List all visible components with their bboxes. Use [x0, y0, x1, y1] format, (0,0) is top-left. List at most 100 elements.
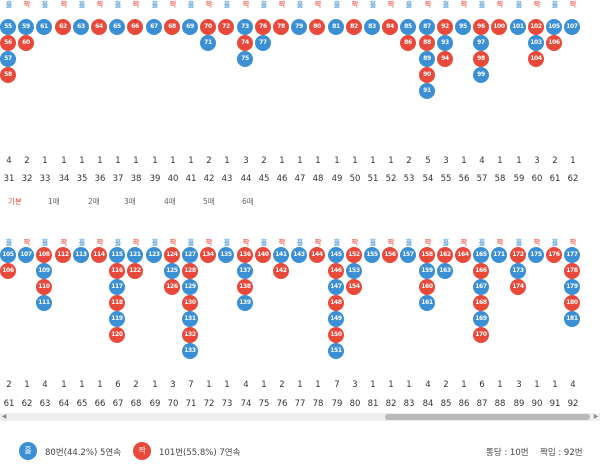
column-22: 홀 85 86 2 53 — [400, 0, 418, 225]
round-number: 64 — [58, 399, 70, 409]
round-number: 50 — [349, 174, 361, 184]
number-ball: 113 — [73, 247, 89, 263]
number-ball: 57 — [0, 51, 16, 67]
number-ball: 83 — [364, 19, 380, 35]
column-6: 홀 115 116 117 118 119 120 6 67 — [109, 238, 127, 465]
column-header: 짝 — [424, 238, 432, 247]
column-27: 짝 100 1 58 — [491, 0, 509, 225]
number-ball: 135 — [218, 247, 234, 263]
streak-count: 1 — [388, 156, 394, 166]
round-number: 48 — [312, 174, 324, 184]
column-14: 홀 76 77 2 45 — [255, 0, 273, 225]
streak-count: 1 — [170, 156, 176, 166]
round-number: 41 — [185, 174, 197, 184]
column-22: 홀 157 1 83 — [400, 238, 418, 465]
number-ball: 164 — [455, 247, 471, 263]
round-number: 78 — [312, 399, 324, 409]
streak-count: 1 — [152, 156, 158, 166]
streak-count: 2 — [206, 156, 212, 166]
streak-count: 1 — [188, 156, 194, 166]
round-number: 39 — [149, 174, 161, 184]
column-header: 짝 — [60, 0, 68, 9]
column-header: 홀 — [405, 238, 413, 247]
column-header: 홀 — [369, 0, 377, 9]
streak-count: 1 — [388, 380, 394, 390]
column-header: 홀 — [478, 238, 486, 247]
tab-4[interactable]: 4매 — [164, 197, 176, 206]
round-number: 35 — [76, 174, 88, 184]
column-header: 짝 — [496, 238, 504, 247]
number-ball: 160 — [419, 279, 435, 295]
streak-count: 1 — [279, 156, 285, 166]
streak-count: 6 — [115, 380, 121, 390]
column-3: 짝 62 1 34 — [55, 0, 73, 225]
column-header: 짝 — [278, 238, 286, 247]
number-ball: 144 — [309, 247, 325, 263]
column-header: 짝 — [278, 0, 286, 9]
column-16: 홀 143 1 77 — [291, 238, 309, 465]
column-26: 홀 96 97 98 99 4 57 — [473, 0, 491, 225]
column-header: 짝 — [533, 0, 541, 9]
streak-count: 1 — [79, 380, 85, 390]
column-30: 홀 176 1 91 — [546, 238, 564, 465]
round-number: 61 — [3, 399, 15, 409]
scroll-right-arrow-icon[interactable]: ▶ — [593, 413, 599, 420]
number-ball: 106 — [546, 35, 562, 51]
streak-count: 1 — [224, 380, 230, 390]
top-grid: 홀 55 56 57 58 4 31 짝 59 60 2 32 홀 61 1 33 짝 62 1 34 홀 63 1 35 짝 6… — [0, 0, 600, 225]
number-ball: 141 — [273, 247, 289, 263]
number-ball: 110 — [36, 279, 52, 295]
number-ball: 159 — [419, 263, 435, 279]
round-number: 52 — [385, 174, 397, 184]
scroll-left-arrow-icon[interactable]: ◀ — [1, 413, 7, 420]
number-ball: 180 — [564, 295, 580, 311]
tab-3[interactable]: 3매 — [124, 197, 136, 206]
number-ball: 114 — [91, 247, 107, 263]
streak-count: 1 — [315, 156, 321, 166]
column-31: 짝 107 1 62 — [564, 0, 582, 225]
column-header: 홀 — [551, 238, 559, 247]
number-ball: 62 — [55, 19, 71, 35]
column-25: 짝 95 1 56 — [455, 0, 473, 225]
column-header: 홀 — [405, 0, 413, 9]
round-number: 46 — [276, 174, 288, 184]
number-ball: 166 — [473, 263, 489, 279]
bottom-grid: 홀 105 106 2 61 짝 107 1 62 홀 108 109 110 111 4 63 짝 112 1 64… — [0, 238, 600, 465]
column-header: 짝 — [424, 0, 432, 9]
streak-count: 2 — [24, 156, 30, 166]
column-header: 홀 — [5, 238, 13, 247]
round-number: 62 — [567, 174, 579, 184]
column-11: 짝 70 71 2 42 — [200, 0, 218, 225]
tab-6[interactable]: 6매 — [242, 197, 254, 206]
horizontal-scrollbar[interactable]: ◀ ▶ — [0, 413, 600, 421]
number-ball: 101 — [510, 19, 526, 35]
streak-count: 1 — [297, 156, 303, 166]
tab-5[interactable]: 5매 — [203, 197, 215, 206]
number-ball: 107 — [564, 19, 580, 35]
round-number: 90 — [531, 399, 543, 409]
column-20: 홀 155 1 81 — [364, 238, 382, 465]
streak-count: 7 — [334, 380, 340, 390]
column-header: 짝 — [533, 238, 541, 247]
column-header: 홀 — [78, 238, 86, 247]
round-number: 67 — [112, 399, 124, 409]
column-header: 짝 — [169, 238, 177, 247]
round-number: 37 — [112, 174, 124, 184]
number-ball: 139 — [237, 295, 253, 311]
column-header: 짝 — [205, 238, 213, 247]
column-header: 홀 — [296, 238, 304, 247]
even-legend-icon: 짝 — [133, 442, 151, 460]
column-20: 홀 83 1 51 — [364, 0, 382, 225]
tab-2[interactable]: 2매 — [88, 197, 100, 206]
streak-count: 1 — [61, 156, 67, 166]
scroll-thumb[interactable] — [385, 414, 590, 420]
column-18: 홀 81 1 49 — [328, 0, 346, 225]
number-ball: 94 — [437, 51, 453, 67]
tab-0[interactable]: 기본 — [8, 197, 22, 206]
round-number: 47 — [294, 174, 306, 184]
round-number: 69 — [149, 399, 161, 409]
round-number: 84 — [422, 399, 434, 409]
number-ball: 104 — [528, 51, 544, 67]
number-ball: 176 — [546, 247, 562, 263]
tab-1[interactable]: 1매 — [48, 197, 60, 206]
